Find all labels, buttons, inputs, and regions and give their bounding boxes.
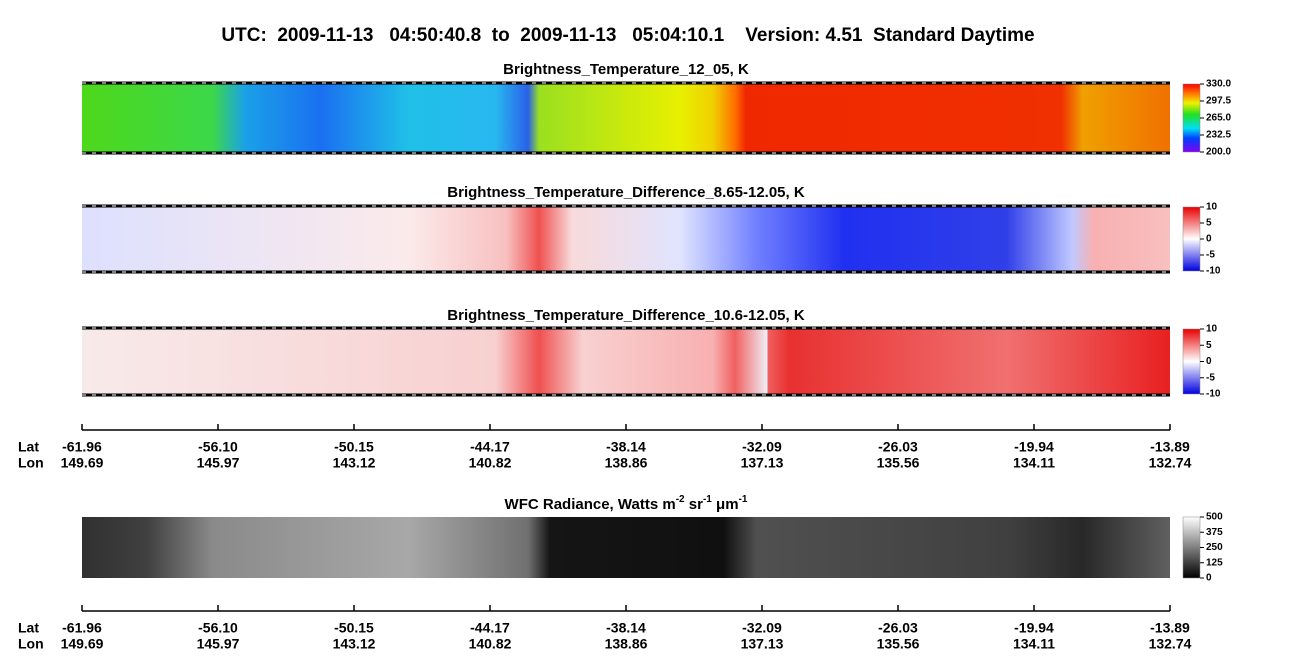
colorbar-tick-label: 5 [1206, 218, 1212, 229]
lon-tick-label: 143.12 [333, 455, 376, 471]
lon-tick-label: 145.97 [197, 636, 240, 652]
colorbar-tick-label: 10 [1206, 324, 1218, 335]
colorbar-tick-label: -5 [1206, 372, 1215, 383]
lon-tick-label: 140.82 [469, 455, 512, 471]
panel-title: Brightness_Temperature_Difference_8.65-1… [447, 184, 805, 201]
lat-tick-label: -50.15 [334, 620, 374, 636]
colorbar-tick-label: 0 [1206, 573, 1212, 584]
colorbar-tick-label: 200.0 [1206, 147, 1231, 158]
colorbar-tick-label: -5 [1206, 250, 1215, 261]
lon-tick-label: 149.69 [61, 636, 104, 652]
lon-tick-label: 135.56 [877, 455, 920, 471]
lon-tick-label: 132.74 [1149, 455, 1192, 471]
title-part: sr [685, 496, 704, 513]
lon-tick-label: 149.69 [61, 455, 104, 471]
lat-tick-label: -44.17 [470, 620, 510, 636]
swath-image [82, 329, 1170, 394]
lat-tick-label: -61.96 [62, 620, 102, 636]
panel-title: Brightness_Temperature_Difference_10.6-1… [447, 307, 805, 324]
lon-label: Lon [18, 455, 44, 471]
title-part: -1 [703, 494, 712, 505]
panel-title: Brightness_Temperature_12_05, K [503, 61, 749, 78]
lat-tick-label: -44.17 [470, 439, 510, 455]
colorbar-tick-label: 330.0 [1206, 79, 1231, 90]
lon-tick-label: 138.86 [605, 455, 648, 471]
lat-tick-label: -61.96 [62, 439, 102, 455]
swath-image [82, 84, 1170, 152]
lon-tick-label: 134.11 [1013, 455, 1055, 471]
colorbar-tick-label: 125 [1206, 557, 1223, 568]
lat-tick-label: -38.14 [606, 439, 646, 455]
colorbar-tick-label: 500 [1206, 512, 1223, 523]
colorbar-tick-label: 250 [1206, 542, 1223, 553]
colorbar-tick-label: 0 [1206, 356, 1212, 367]
colorbar-tick-label: -10 [1206, 266, 1221, 277]
lat-tick-label: -50.15 [334, 439, 374, 455]
colorbar-tick-label: 232.5 [1206, 130, 1231, 141]
lat-tick-label: -56.10 [198, 439, 238, 455]
colorbar-tick-label: 297.5 [1206, 96, 1231, 107]
colorbar-tick-label: 375 [1206, 527, 1223, 538]
colorbar-tick-label: 10 [1206, 202, 1218, 213]
swath-image [82, 207, 1170, 271]
lat-tick-label: -38.14 [606, 620, 646, 636]
lat-tick-label: -26.03 [878, 439, 918, 455]
colorbar-tick-label: 0 [1206, 234, 1212, 245]
swath-image [82, 517, 1170, 578]
lat-tick-label: -19.94 [1014, 439, 1054, 455]
title-part: WFC Radiance, Watts m [505, 496, 676, 513]
lon-tick-label: 140.82 [469, 636, 512, 652]
panel-title: WFC Radiance, Watts m-2 sr-1 μm-1 [505, 494, 748, 513]
lon-tick-label: 134.11 [1013, 636, 1055, 652]
lat-tick-label: -56.10 [198, 620, 238, 636]
lat-tick-label: -19.94 [1014, 620, 1054, 636]
lon-tick-label: 137.13 [741, 455, 784, 471]
colorbar [1182, 83, 1201, 153]
colorbar [1182, 516, 1201, 579]
lat-tick-label: -13.89 [1150, 620, 1190, 636]
lat-label: Lat [18, 439, 39, 455]
title-part: μm [712, 496, 739, 513]
colorbar-tick-label: 265.0 [1206, 113, 1231, 124]
figure-title: UTC: 2009-11-13 04:50:40.8 to 2009-11-13… [221, 25, 1034, 46]
colorbar [1182, 328, 1201, 395]
lon-tick-label: 132.74 [1149, 636, 1192, 652]
lon-tick-label: 138.86 [605, 636, 648, 652]
lat-tick-label: -26.03 [878, 620, 918, 636]
lat-tick-label: -32.09 [742, 620, 782, 636]
lon-tick-label: 145.97 [197, 455, 240, 471]
colorbar [1182, 206, 1201, 272]
lon-tick-label: 137.13 [741, 636, 784, 652]
title-part: -2 [676, 494, 685, 505]
lat-tick-label: -32.09 [742, 439, 782, 455]
lon-label: Lon [18, 636, 44, 652]
lon-tick-label: 135.56 [877, 636, 920, 652]
colorbar-tick-label: 5 [1206, 340, 1212, 351]
lat-tick-label: -13.89 [1150, 439, 1190, 455]
lon-tick-label: 143.12 [333, 636, 376, 652]
colorbar-tick-label: -10 [1206, 389, 1221, 400]
title-part: -1 [739, 494, 748, 505]
lat-label: Lat [18, 620, 39, 636]
